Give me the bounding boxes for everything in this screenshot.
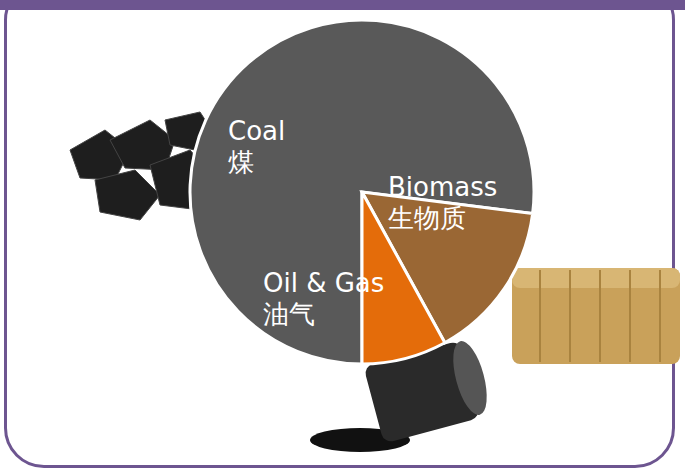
svg-text:Oil & Gas油气: Oil & Gas油气 bbox=[263, 268, 384, 329]
svg-text:Biomass生物质: Biomass生物质 bbox=[388, 172, 497, 233]
svg-text:Coal煤: Coal煤 bbox=[228, 116, 285, 177]
